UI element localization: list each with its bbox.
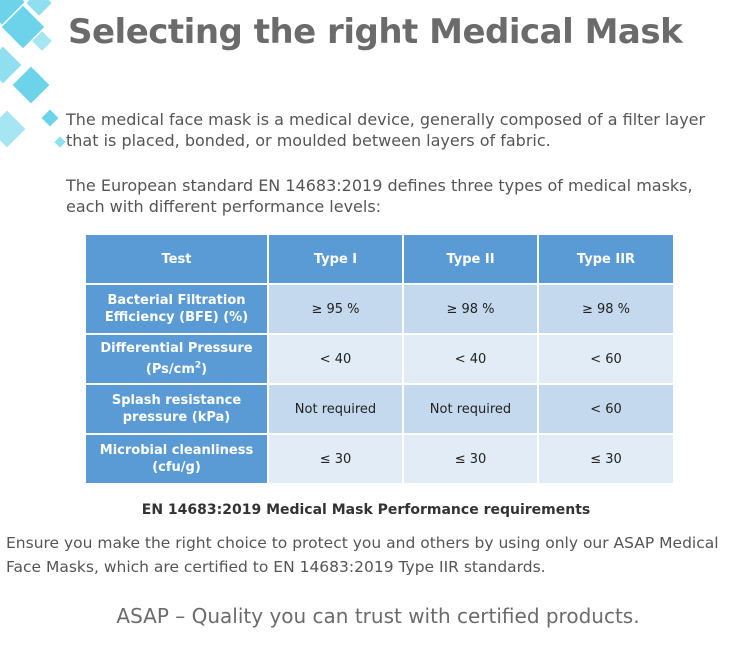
table-row: Microbial cleanliness (cfu/g) ≤ 30 ≤ 30 …	[84, 433, 675, 485]
tagline: ASAP – Quality you can trust with certif…	[116, 604, 640, 628]
row-label-main: Differential Pressure	[100, 341, 253, 357]
table-cell: ≥ 98 %	[402, 283, 539, 335]
table-cell: Not required	[267, 383, 404, 435]
table-caption: EN 14683:2019 Medical Mask Performance r…	[141, 502, 591, 518]
standard-paragraph: The European standard EN 14683:2019 defi…	[66, 176, 693, 216]
row-label-splash-resistance: Splash resistance pressure (kPa)	[84, 383, 269, 435]
diamond-shape	[0, 110, 26, 148]
table-cell: Not required	[402, 383, 539, 435]
table-header-row: Test Type I Type II Type IIR	[84, 233, 675, 285]
row-label-unit: (Ps/cm2)	[145, 360, 208, 377]
table-cell: < 60	[537, 383, 675, 435]
table-cell: ≤ 30	[537, 433, 675, 485]
certification-note: Ensure you make the right choice to prot…	[6, 534, 719, 576]
page-title: Selecting the right Medical Mask	[68, 12, 683, 52]
column-header-type-i: Type I	[267, 233, 404, 285]
table-cell: < 60	[537, 333, 675, 385]
row-label-microbial-cleanliness: Microbial cleanliness (cfu/g)	[84, 433, 269, 485]
table-row: Bacterial Filtration Efficiency (BFE) (%…	[84, 283, 675, 335]
diamond-shape	[12, 66, 50, 104]
table-cell: ≥ 98 %	[537, 283, 675, 335]
column-header-test: Test	[84, 233, 269, 285]
diamond-shape	[41, 109, 59, 127]
performance-table: Test Type I Type II Type IIR Bacterial F…	[84, 233, 675, 485]
intro-paragraph: The medical face mask is a medical devic…	[66, 110, 706, 150]
row-label-differential-pressure: Differential Pressure (Ps/cm2)	[84, 333, 269, 385]
table-cell: < 40	[267, 333, 404, 385]
table-row: Splash resistance pressure (kPa) Not req…	[84, 383, 675, 435]
diamond-shape	[0, 46, 22, 84]
column-header-type-iir: Type IIR	[537, 233, 675, 285]
table-cell: ≤ 30	[402, 433, 539, 485]
decorative-diamonds	[0, 0, 66, 148]
table-row: Differential Pressure (Ps/cm2) < 40 < 40…	[84, 333, 675, 385]
diamond-shape	[26, 0, 52, 16]
column-header-type-ii: Type II	[402, 233, 539, 285]
diamond-shape	[0, 0, 25, 25]
table-cell: ≤ 30	[267, 433, 404, 485]
diamond-shape	[54, 136, 66, 148]
row-label-bfe: Bacterial Filtration Efficiency (BFE) (%…	[84, 283, 269, 335]
table-cell: ≥ 95 %	[267, 283, 404, 335]
diamond-shape	[1, 5, 45, 49]
table-cell: < 40	[402, 333, 539, 385]
